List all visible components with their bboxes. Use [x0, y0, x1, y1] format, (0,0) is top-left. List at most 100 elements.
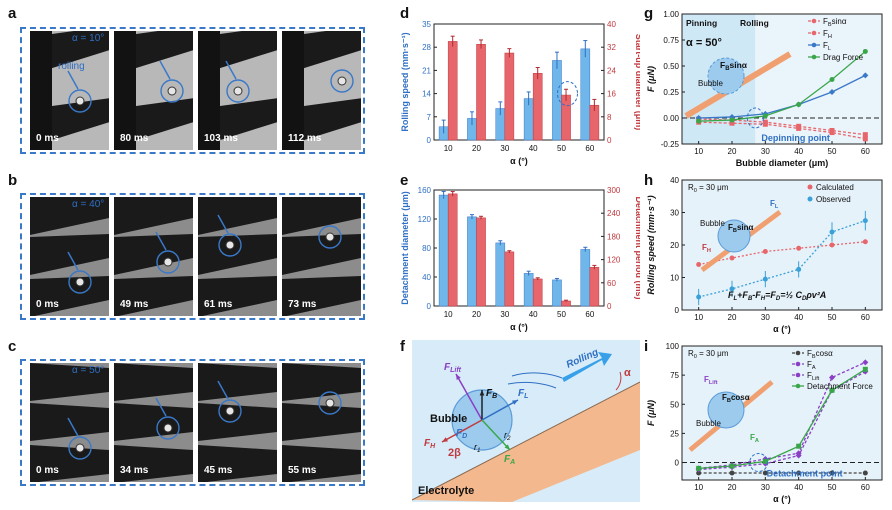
force-balance-equation: FL+FB-FH=FD=½ CDρv²A: [728, 290, 826, 302]
motion-arrow: [225, 60, 237, 80]
legend-label: FBcosα: [807, 349, 833, 360]
fl-label: FL: [518, 388, 528, 400]
y-tick-label: 7: [427, 113, 432, 122]
rolling-label: rolling: [58, 61, 85, 72]
motion-arrow: [67, 417, 79, 437]
bubble-highlight-circle: [218, 399, 242, 423]
bubble: [233, 86, 243, 96]
x-tick-label: 20: [728, 483, 737, 492]
bubble: [163, 423, 173, 433]
y-axis-label: F (μN): [646, 66, 656, 92]
depinning-label: Depinning point: [761, 133, 829, 143]
series-line: [698, 121, 866, 140]
micrograph-frame: 0 ms: [30, 197, 109, 316]
data-point: [762, 249, 768, 254]
drag-lateral-arrow-head: [512, 400, 518, 405]
electrode-spike: [114, 403, 193, 441]
y2-axis-label: Detachment period (ms): [634, 196, 640, 299]
fa-label: FA: [750, 433, 759, 444]
bubble-highlight-circle: [318, 391, 342, 415]
x-tick-label: 50: [828, 483, 837, 492]
data-point: [829, 387, 835, 393]
x-tick-label: 40: [794, 147, 803, 156]
x-tick-label: 10: [694, 147, 703, 156]
data-point: [762, 470, 768, 476]
x-tick-label: 10: [694, 313, 703, 322]
tilt-angle-label: α = 50°: [72, 365, 105, 376]
data-point: [796, 443, 802, 449]
bubble: [167, 86, 177, 96]
buoyancy-arrow-head: [479, 390, 485, 396]
beta-label: 2β: [448, 447, 461, 459]
legend-label: Observed: [816, 195, 851, 204]
electrode-spike: [114, 197, 193, 235]
flow-streamline: [511, 372, 563, 379]
micrograph-frame: 55 ms: [282, 363, 361, 482]
fa-label: FA: [504, 454, 515, 466]
electrode-spike: [282, 445, 361, 482]
frame-time-label: 49 ms: [120, 299, 149, 310]
data-point: [796, 125, 802, 131]
legend-label: FH: [823, 29, 832, 40]
data-point: [829, 229, 835, 235]
y-tick-label: 50: [670, 400, 679, 409]
data-point: [796, 470, 802, 476]
electrode-base: [30, 31, 52, 150]
detachment-label: Detachment point: [767, 469, 843, 479]
rolling-arrow: [562, 352, 612, 382]
x-tick-label: 10: [444, 144, 453, 153]
y-tick-label: -0.25: [661, 140, 680, 149]
bar-right-series: [476, 44, 486, 141]
y-tick-label: 30: [670, 209, 679, 218]
data-point: [762, 121, 768, 127]
chart-e: 10 20 30 40 50 60 0 40 80 120 160 0 60 120 180 240 300 α …: [400, 186, 640, 332]
x-tick-label: 50: [557, 144, 566, 153]
bubble-label: Bubble: [430, 413, 467, 425]
plot-background: [682, 180, 882, 310]
image-strip-a: 0 ms 80 ms 103 ms 112 ms α = 10° rolling: [20, 27, 365, 154]
alpha-label: α: [624, 367, 631, 379]
data-point: [729, 255, 735, 261]
chart-title: α = 50°: [686, 37, 722, 49]
y-tick-label: 0: [427, 302, 432, 311]
electrode-spike: [198, 403, 277, 441]
y2-axis-label: Start-up diameter (μm): [634, 34, 640, 131]
data-point: [829, 89, 835, 95]
bar-right-series: [504, 251, 515, 307]
drag-lateral-arrow: [481, 399, 519, 421]
bubble-highlight-circle: [318, 225, 342, 249]
plot-frame: [681, 13, 883, 145]
r2-label: r2: [504, 430, 511, 442]
bar-left-series: [552, 279, 562, 307]
image-strip-c: 0 ms 34 ms 45 ms 55 ms α = 50°: [20, 359, 365, 486]
plot-frame: [433, 23, 605, 141]
data-point: [862, 72, 869, 79]
series-line: [698, 368, 866, 469]
bar-left-series: [438, 194, 449, 307]
panel-letter-g: g: [644, 5, 654, 22]
motion-arrow: [67, 70, 79, 90]
micrograph-image: [30, 31, 109, 150]
bubble: [325, 232, 335, 242]
motion-arrow: [217, 380, 229, 400]
bubble: [225, 240, 235, 250]
electrode-spike: [114, 234, 193, 275]
y2-tick-label: 120: [607, 256, 621, 265]
bar-right-series: [504, 52, 515, 141]
data-point: [862, 239, 868, 245]
micrograph-frame: 49 ms: [114, 197, 193, 316]
electrode-spike: [30, 276, 109, 316]
data-point: [862, 470, 868, 476]
detachment-ellipse: [749, 453, 769, 473]
bubble: [163, 257, 173, 267]
y-tick-label: 160: [418, 186, 432, 195]
y-tick-label: 20: [670, 241, 679, 250]
x-tick-label: 60: [585, 144, 594, 153]
micrograph-image: [114, 363, 193, 482]
frame-time-label: 61 ms: [204, 299, 233, 310]
bubble: [75, 443, 85, 453]
data-point: [829, 77, 835, 83]
bubble-highlight-circle: [68, 270, 92, 294]
electrode-spike: [198, 234, 277, 275]
adhesion-arrow: [481, 419, 511, 451]
